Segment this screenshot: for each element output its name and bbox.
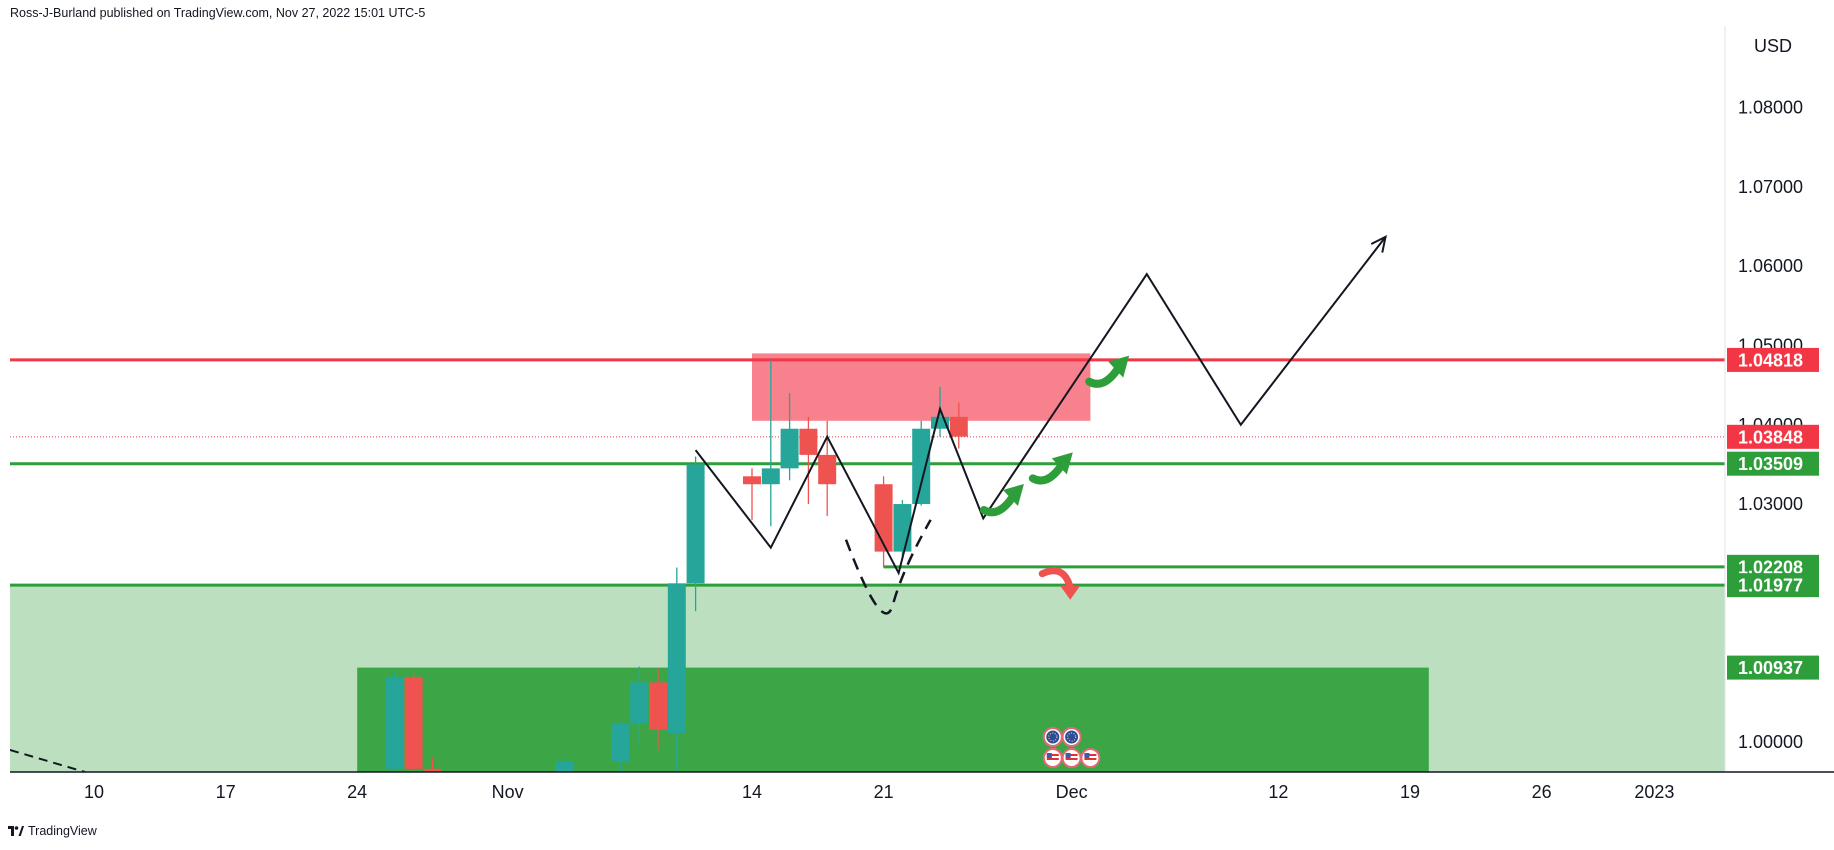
- candle-body: [404, 676, 423, 769]
- zone-demand-dark: [357, 667, 1429, 772]
- time-tick-label: 10: [84, 782, 104, 802]
- tradingview-logo[interactable]: TradingView: [8, 824, 97, 838]
- dashed-trendline: [10, 749, 86, 772]
- candle-body: [912, 428, 931, 505]
- candle: [649, 668, 667, 750]
- candle: [761, 360, 780, 527]
- candle-body: [931, 416, 949, 429]
- candle-body: [818, 454, 837, 485]
- curved-up-arrow: [1085, 355, 1130, 388]
- time-tick-label: Dec: [1056, 782, 1088, 802]
- candle-body: [667, 583, 686, 734]
- candle-body: [799, 428, 818, 455]
- candle-body: [611, 723, 630, 762]
- candle: [912, 420, 931, 506]
- time-tick-label: 2023: [1634, 782, 1674, 802]
- eu-event-icon: [1061, 727, 1082, 747]
- candle: [874, 476, 893, 568]
- candle-body: [893, 504, 912, 552]
- candle-body: [385, 676, 404, 769]
- curved-up-arrow: [1028, 452, 1073, 485]
- candle: [686, 456, 705, 612]
- time-tick-label: 19: [1400, 782, 1420, 802]
- price-tag-1.00937: 1.00937: [1727, 655, 1819, 680]
- candle: [799, 416, 818, 505]
- candle: [555, 757, 573, 772]
- candle-body: [423, 768, 442, 772]
- price-tag-1.04818: 1.04818: [1727, 347, 1819, 372]
- candle: [949, 402, 968, 449]
- candle-body: [630, 682, 649, 724]
- candle: [385, 670, 404, 772]
- svg-text:1.00937: 1.00937: [1738, 658, 1803, 678]
- price-tag-1.03509: 1.03509: [1727, 451, 1819, 476]
- time-tick-label: 21: [874, 782, 894, 802]
- candle-body: [649, 682, 667, 730]
- candle-body: [874, 484, 893, 552]
- svg-text:1.02208: 1.02208: [1738, 557, 1803, 577]
- price-axis-unit: USD: [1754, 36, 1792, 56]
- tradingview-logo-icon: [8, 826, 24, 836]
- price-tick-label: 1.08000: [1738, 98, 1803, 118]
- time-tick-label: 17: [216, 782, 236, 802]
- projection-arrowhead: [1370, 235, 1387, 253]
- svg-text:1.03509: 1.03509: [1738, 454, 1803, 474]
- price-tick-label: 1.06000: [1738, 256, 1803, 276]
- price-tick-label: 1.00000: [1738, 732, 1803, 752]
- us-event-icon: [1061, 748, 1082, 768]
- plot-area: [10, 235, 1725, 772]
- time-tick-label: 24: [347, 782, 367, 802]
- candle-body: [949, 416, 968, 437]
- candle: [743, 468, 761, 520]
- price-tag-1.01977: 1.01977: [1727, 573, 1819, 598]
- zone-resistance: [752, 353, 1091, 421]
- svg-text:1.04818: 1.04818: [1738, 350, 1803, 370]
- candle: [423, 757, 442, 772]
- curved-down-arrow: [1038, 567, 1081, 600]
- price-tag-1.03848: 1.03848: [1727, 424, 1819, 449]
- us-event-icon: [1080, 748, 1101, 768]
- dashed-cup-curve: [844, 519, 932, 615]
- eu-event-icon: [1042, 727, 1063, 747]
- projection-path: [694, 236, 1387, 576]
- candle: [780, 393, 799, 481]
- curved-up-arrow: [979, 484, 1024, 517]
- price-tick-label: 1.03000: [1738, 494, 1803, 514]
- candle-body: [761, 468, 780, 485]
- candle-body: [686, 464, 705, 584]
- candle: [404, 670, 423, 772]
- candle-body: [555, 761, 573, 772]
- candle: [630, 666, 649, 746]
- publisher-attribution: Ross-J-Burland published on TradingView.…: [10, 6, 426, 20]
- time-tick-label: 12: [1268, 782, 1288, 802]
- time-tick-label: 14: [742, 782, 762, 802]
- candle-body: [780, 428, 799, 469]
- candle: [667, 567, 686, 772]
- svg-text:1.01977: 1.01977: [1738, 576, 1803, 596]
- us-event-icon: [1042, 748, 1063, 768]
- candle-body: [743, 476, 761, 485]
- svg-text:1.03848: 1.03848: [1738, 427, 1803, 447]
- tradingview-logo-text: TradingView: [28, 824, 97, 838]
- time-tick-label: 26: [1532, 782, 1552, 802]
- time-tick-label: Nov: [492, 782, 524, 802]
- price-tick-label: 1.07000: [1738, 177, 1803, 197]
